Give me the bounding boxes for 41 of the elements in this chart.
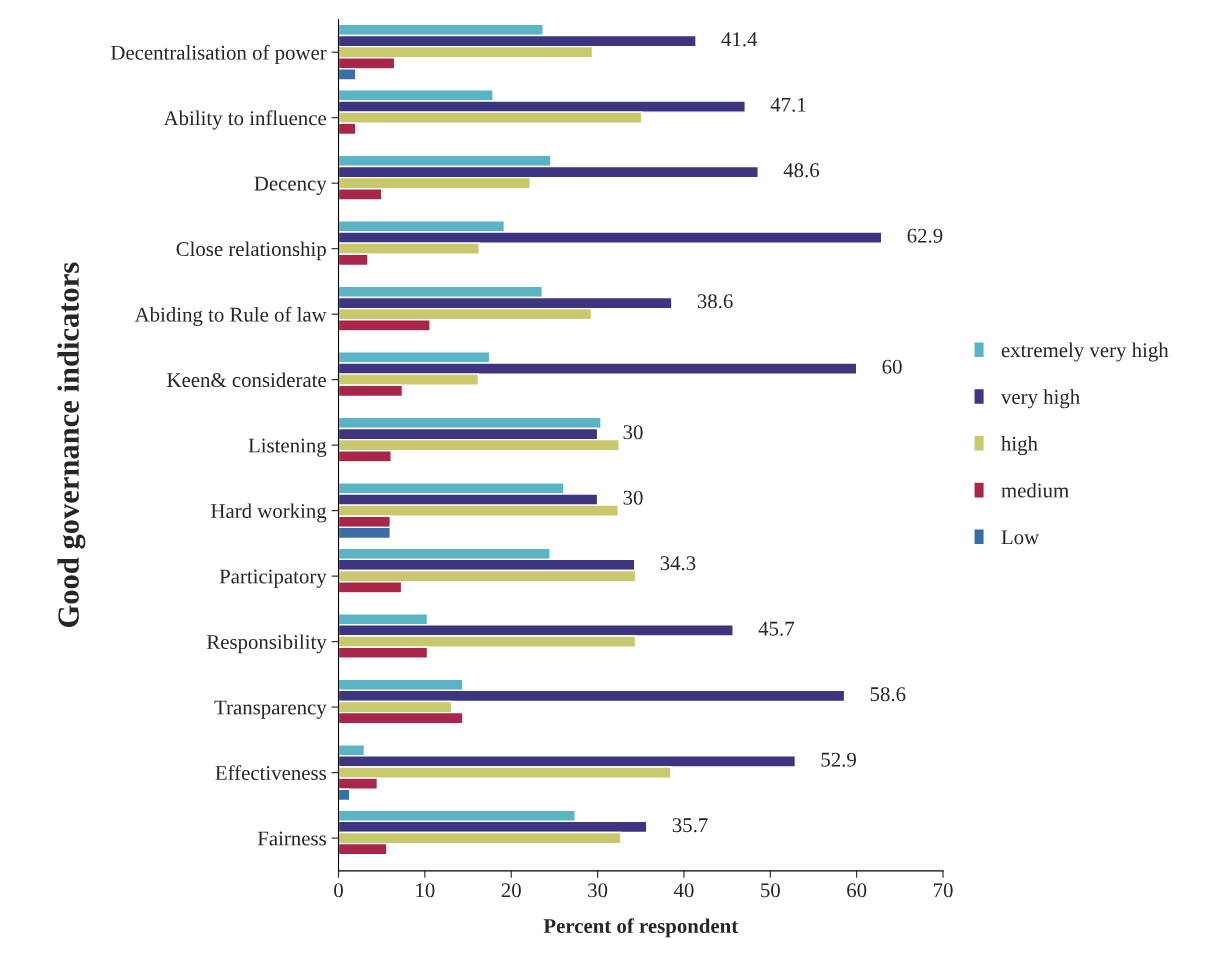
data-label: 35.7: [672, 818, 708, 833]
data-label: 60: [882, 359, 902, 374]
y-tick-label: Decentralisation of power: [110, 44, 327, 64]
data-label: 30: [623, 490, 643, 505]
y-tick-label: Close relationship: [176, 241, 326, 261]
data-label: 45.7: [758, 621, 795, 636]
data-label: 52.9: [821, 752, 856, 767]
x-tick-label: 30: [588, 883, 608, 898]
data-label: 58.6: [870, 687, 906, 702]
data-label: 30: [623, 425, 643, 440]
y-tick-label: Listening: [248, 438, 327, 457]
x-tick-label: 60: [847, 883, 867, 898]
y-tick-label: Hard working: [211, 503, 327, 523]
x-tick-label: 50: [761, 883, 780, 898]
data-label: 62.9: [907, 228, 943, 243]
data-label: 47.1: [770, 97, 806, 112]
legend-label: very high: [1000, 389, 1080, 409]
y-tick-label: Fairness: [257, 831, 326, 846]
x-tick-label: 10: [416, 883, 435, 898]
y-tick-label: Keen& considerate: [167, 372, 326, 388]
y-tick-label: Abiding to Rule of law: [134, 306, 327, 326]
data-label: 41.4: [721, 32, 758, 47]
y-tick-label: Participatory: [219, 569, 327, 588]
data-label: 38.6: [697, 294, 733, 309]
legend-label: Low: [1001, 530, 1040, 545]
y-axis-title: Good governance indicators: [57, 262, 86, 627]
data-label: 48.6: [783, 163, 820, 178]
legend-label: extremely very high: [1001, 342, 1169, 362]
x-tick-label: 40: [673, 883, 694, 898]
x-axis-title: Percent of respondent: [543, 918, 739, 938]
x-tick-label: 20: [501, 883, 521, 898]
x-tick-label: 0: [334, 883, 343, 898]
data-label: 34.3: [660, 556, 696, 571]
legend-label: medium: [1001, 482, 1069, 498]
y-tick-label: Transparency: [214, 700, 327, 719]
y-tick-label: Ability to influence: [163, 110, 326, 130]
y-tick-label: Responsibility: [206, 634, 327, 654]
x-tick-label: 70: [933, 883, 953, 898]
y-tick-label: Decency: [254, 176, 327, 195]
legend-label: high: [1001, 436, 1038, 456]
y-tick-label: Effectiveness: [215, 765, 326, 781]
